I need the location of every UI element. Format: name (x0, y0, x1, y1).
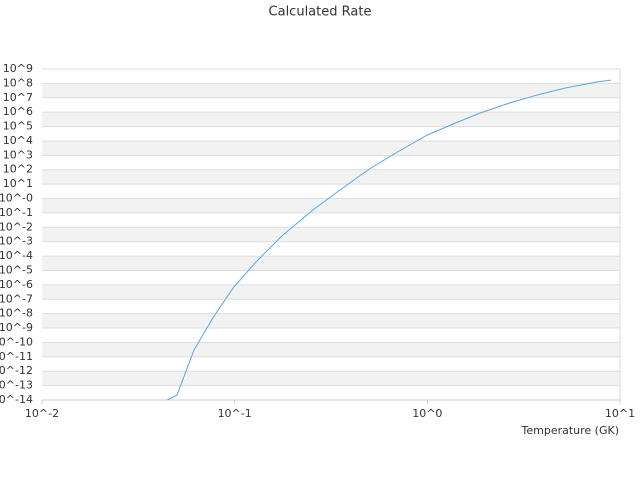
y-tick-label: 10^-2 (0, 220, 33, 233)
y-tick-label: 10^-14 (0, 393, 33, 406)
y-tick-label: 10^3 (3, 148, 33, 161)
y-tick-label: 10^6 (3, 105, 33, 118)
y-tick-label: 10^4 (3, 134, 33, 147)
chart-title: Calculated Rate (269, 5, 372, 20)
grid-band (42, 256, 620, 271)
y-tick-label: 10^-13 (0, 379, 33, 392)
x-axis-label: Temperature (GK) (521, 424, 620, 437)
y-tick-label: 10^-10 (0, 335, 33, 348)
y-tick-label: 10^-7 (0, 292, 33, 305)
grid-band (42, 371, 620, 386)
grid-band (42, 284, 620, 300)
y-tick-label: 10^-1 (0, 206, 33, 219)
y-tick-label: 10^2 (3, 163, 33, 176)
x-tick-label: 10^-2 (25, 407, 59, 420)
y-tick-label: 10^-6 (0, 278, 33, 291)
x-tick-label: 10^-1 (218, 407, 252, 420)
grid-band (42, 198, 620, 213)
y-tick-label: 10^-0 (0, 192, 33, 205)
y-tick-label: 10^8 (3, 76, 33, 89)
y-tick-label: 10^-3 (0, 235, 33, 248)
grid-band (42, 342, 620, 357)
grid-band (42, 313, 620, 329)
x-tick-label: 10^1 (605, 407, 635, 420)
grid-band (42, 169, 620, 185)
y-tick-label: 10^-9 (0, 321, 33, 334)
y-tick-label: 10^-11 (0, 350, 33, 363)
y-tick-label: 10^-8 (0, 307, 33, 320)
y-tick-label: 10^-4 (0, 249, 33, 262)
y-tick-label: 10^9 (3, 62, 33, 75)
x-tick-label: 10^0 (412, 407, 442, 420)
grid-band (42, 112, 620, 127)
y-tick-label: 10^5 (3, 120, 33, 133)
grid-band (42, 140, 620, 156)
grid-band (42, 227, 620, 242)
y-tick-label: 10^7 (3, 91, 33, 104)
grid-band (42, 83, 620, 98)
y-tick-label: 10^-5 (0, 263, 33, 276)
y-tick-label: 10^1 (3, 177, 33, 190)
y-tick-label: 10^-12 (0, 364, 33, 377)
line (166, 79, 612, 401)
